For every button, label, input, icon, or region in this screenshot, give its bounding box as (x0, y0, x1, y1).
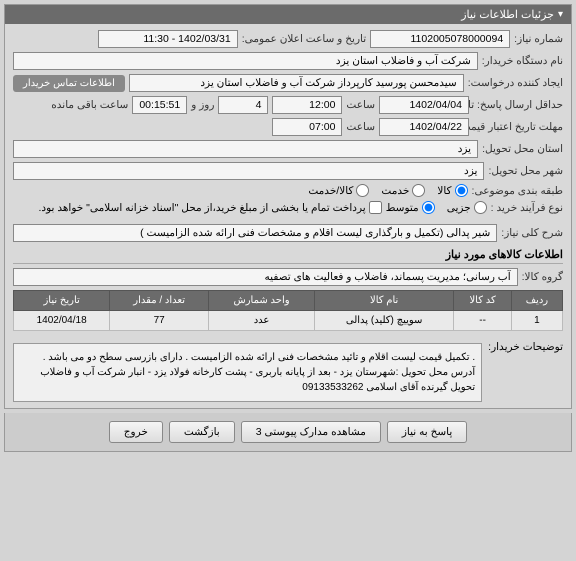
panel-body: شماره نیاز: 1102005078000094 تاریخ و ساع… (5, 24, 571, 408)
category-label: طبقه بندی موضوعی: (472, 185, 563, 197)
buyer-field: شرکت آب و فاضلاب استان یزد (13, 52, 478, 70)
contact-buyer-button[interactable]: اطلاعات تماس خریدار (13, 75, 125, 92)
td-row: 1 (511, 311, 562, 331)
public-date-label: تاریخ و ساعت اعلان عمومی: (242, 33, 366, 45)
validity-date-field: 1402/04/22 (379, 118, 469, 136)
delivery-town-field: یزد (13, 162, 484, 180)
delivery-town-label: شهر محل تحویل: (488, 165, 563, 177)
radio-partial[interactable]: جزیی (447, 201, 487, 214)
radio-service[interactable]: خدمت (381, 184, 425, 197)
countdown-timer: 00:15:51 (132, 96, 187, 114)
group-field: آب رسانی؛ مدیریت پسماند، فاضلاب و فعالیت… (13, 268, 518, 286)
th-name: نام کالا (315, 291, 454, 311)
delivery-city-field: یزد (13, 140, 478, 158)
day-label: روز و (191, 99, 214, 111)
creator-label: ایجاد کننده درخواست: (468, 77, 563, 89)
delivery-city-label: استان محل تحویل: (482, 143, 563, 155)
radio-medium-input[interactable] (422, 201, 435, 214)
items-table: ردیف کد کالا نام کالا واحد شمارش تعداد /… (13, 290, 563, 331)
panel-title: جزئیات اطلاعات نیاز (461, 8, 554, 21)
respond-button[interactable]: پاسخ به نیاز (387, 421, 467, 443)
need-number-field: 1102005078000094 (370, 30, 510, 48)
buyer-label: نام دستگاه خریدار: (482, 55, 563, 67)
td-name: سوییچ (کلید) پدالی (315, 311, 454, 331)
radio-goods[interactable]: کالا (437, 184, 467, 197)
back-button[interactable]: بازگشت (169, 421, 235, 443)
buyer-notes-box: . تکمیل قیمت لیست اقلام و تائید مشخصات ف… (13, 343, 482, 402)
category-radio-group: کالا خدمت کالا/خدمت (308, 184, 467, 197)
radio-partial-input[interactable] (474, 201, 487, 214)
need-desc-field: شیر پدالی (تکمیل و بارگذاری لیست اقلام و… (13, 224, 497, 242)
deadline-label: حداقل ارسال پاسخ: تا تاریخ: (473, 99, 563, 111)
th-row: ردیف (511, 291, 562, 311)
buyer-notes-label: توضیحات خریدار: (488, 337, 563, 353)
th-code: کد کالا (454, 291, 512, 311)
td-date: 1402/04/18 (14, 311, 110, 331)
items-section-title: اطلاعات کالاهای مورد نیاز (13, 248, 563, 264)
need-desc-label: شرح کلی نیاز: (501, 227, 563, 239)
payment-checkbox-input[interactable] (369, 201, 382, 214)
creator-field: سیدمحسن پورسید کارپرداز شرکت آب و فاضلاب… (129, 74, 464, 92)
footer-buttons: پاسخ به نیاز مشاهده مدارک پیوستی 3 بازگش… (4, 413, 572, 452)
th-date: تاریخ نیاز (14, 291, 110, 311)
th-unit: واحد شمارش (209, 291, 315, 311)
td-unit: عدد (209, 311, 315, 331)
process-label: نوع فرآیند خرید : (491, 202, 563, 214)
attachments-button[interactable]: مشاهده مدارک پیوستی 3 (241, 421, 381, 443)
radio-medium[interactable]: متوسط (386, 201, 435, 214)
public-date-field: 1402/03/31 - 11:30 (98, 30, 238, 48)
deadline-date-field: 1402/04/04 (379, 96, 469, 114)
validity-time-field: 07:00 (272, 118, 342, 136)
details-panel: ▾ جزئیات اطلاعات نیاز شماره نیاز: 110200… (4, 4, 572, 409)
radio-service-input[interactable] (412, 184, 425, 197)
radio-goods-input[interactable] (455, 184, 468, 197)
group-label: گروه کالا: (522, 271, 563, 283)
table-row[interactable]: 1 -- سوییچ (کلید) پدالی عدد 77 1402/04/1… (14, 311, 563, 331)
th-qty: تعداد / مقدار (110, 291, 209, 311)
remaining-label: ساعت باقی مانده (51, 99, 128, 111)
exit-button[interactable]: خروج (109, 421, 163, 443)
time-label-2: ساعت (346, 121, 375, 133)
deadline-time-field: 12:00 (272, 96, 342, 114)
validity-label: مهلت تاریخ اعتبار قیمت: تا تاریخ: (473, 121, 563, 133)
payment-checkbox[interactable]: پرداخت تمام یا بخشی از مبلغ خرید،از محل … (39, 201, 382, 214)
time-label-1: ساعت (346, 99, 375, 111)
table-header-row: ردیف کد کالا نام کالا واحد شمارش تعداد /… (14, 291, 563, 311)
td-code: -- (454, 311, 512, 331)
radio-both[interactable]: کالا/خدمت (308, 184, 369, 197)
collapse-icon: ▾ (558, 9, 563, 20)
panel-header[interactable]: ▾ جزئیات اطلاعات نیاز (5, 5, 571, 24)
td-qty: 77 (110, 311, 209, 331)
need-number-label: شماره نیاز: (514, 33, 563, 45)
days-field: 4 (218, 96, 268, 114)
process-radio-group: جزیی متوسط (386, 201, 487, 214)
radio-both-input[interactable] (356, 184, 369, 197)
